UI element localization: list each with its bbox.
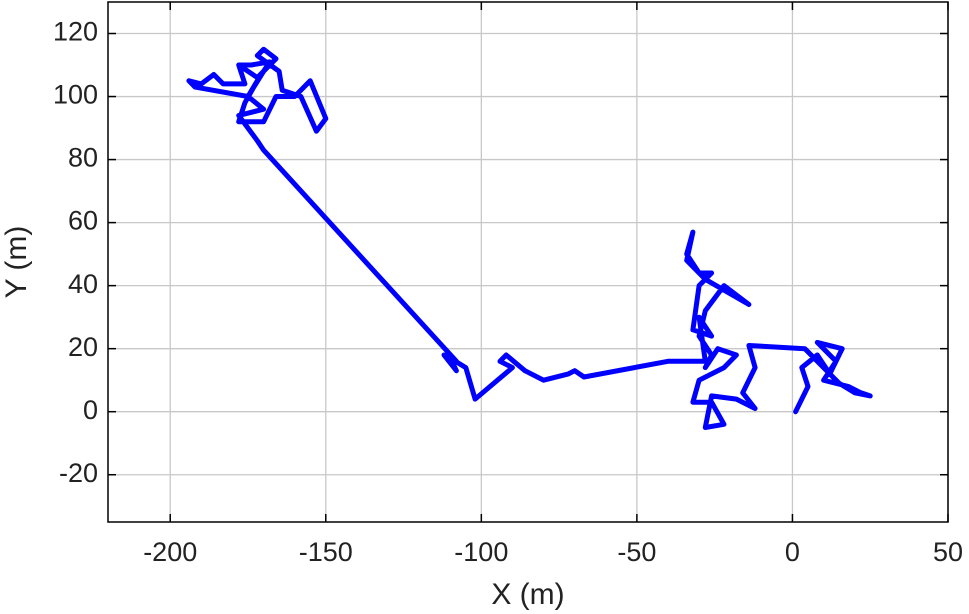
- y-tick-label: -20: [59, 458, 98, 488]
- y-axis-label: Y (m): [0, 226, 33, 299]
- x-tick-label: 0: [785, 537, 800, 567]
- x-axis-label: X (m): [491, 578, 564, 611]
- x-tick-label: -50: [617, 537, 656, 567]
- y-tick-label: 120: [53, 17, 98, 47]
- y-tick-label: 100: [53, 80, 98, 110]
- y-tick-label: 80: [68, 143, 98, 173]
- trajectory-line: [186, 46, 873, 430]
- y-tick-label: 0: [83, 395, 98, 425]
- y-tick-label: 20: [68, 332, 98, 362]
- y-tick-label: 40: [68, 269, 98, 299]
- x-tick-label: -200: [143, 537, 197, 567]
- y-tick-label: 60: [68, 206, 98, 236]
- x-tick-label: -100: [454, 537, 508, 567]
- x-tick-label: -150: [299, 537, 353, 567]
- plot-frame: [107, 1, 949, 523]
- x-tick-label: 50: [933, 537, 963, 567]
